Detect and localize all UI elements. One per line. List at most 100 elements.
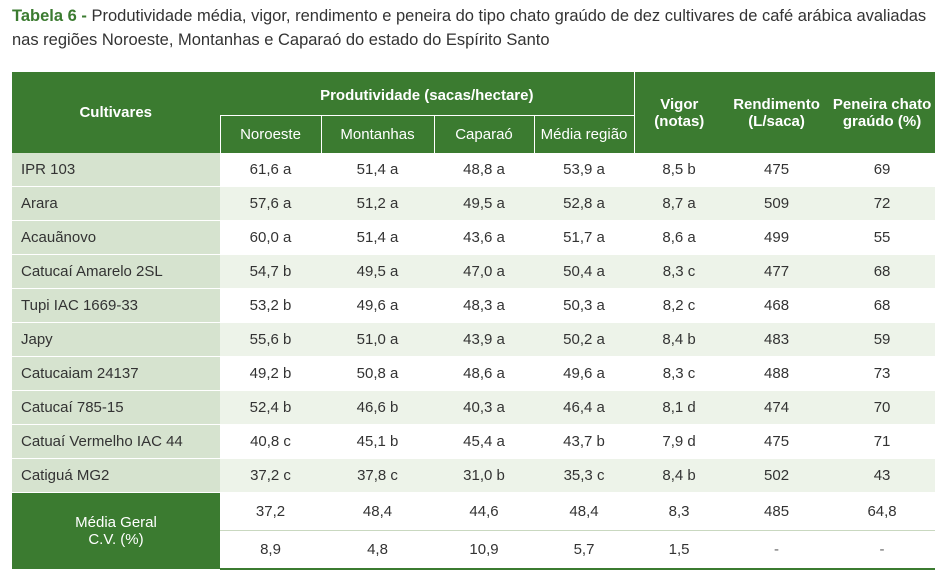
table-cell: 8,4 b — [634, 458, 725, 493]
table-cell: 8,1 d — [634, 390, 725, 425]
table-cell: 8,3 c — [634, 254, 725, 289]
cv-cell: - — [724, 530, 830, 570]
table-row: Catucaí 785-15 52,4 b 46,6 b 40,3 a 46,4 a 8,… — [12, 390, 936, 425]
table-cell: 52,8 a — [534, 186, 635, 221]
table-cell: 51,7 a — [534, 220, 635, 255]
media-cell: 64,8 — [829, 492, 936, 531]
table-caption: Tabela 6 - Produtividade média, vigor, r… — [12, 4, 942, 52]
cultivar-name: Catucaí 785-15 — [12, 390, 220, 425]
table-cell: 51,4 a — [321, 153, 434, 187]
table-cell: 43,9 a — [434, 322, 534, 357]
table-cell: 43 — [829, 458, 936, 493]
header-peneira-line1: Peneira chato — [832, 95, 932, 113]
header-produtividade: Produtividade (sacas/hectare) — [220, 72, 635, 115]
table-cell: 48,3 a — [434, 288, 534, 323]
footer-label: Média Geral C.V. (%) — [12, 492, 220, 569]
table-cell: 37,8 c — [321, 458, 434, 493]
table-cell: 70 — [829, 390, 936, 425]
media-cell: 44,6 — [434, 492, 534, 531]
table-cell: 73 — [829, 356, 936, 391]
table-cell: 52,4 b — [220, 390, 321, 425]
table-row: Japy 55,6 b 51,0 a 43,9 a 50,2 a 8,4 b 483 59 — [12, 322, 936, 357]
header-vigor: Vigor (notas) — [633, 72, 725, 153]
table-row: Catucaí Amarelo 2SL 54,7 b 49,5 a 47,0 a 50,… — [12, 254, 936, 289]
table-cell: 50,3 a — [534, 288, 635, 323]
data-table: Cultivares Produtividade (sacas/hectare)… — [12, 72, 936, 570]
table-cell: 57,6 a — [220, 186, 321, 221]
header-peneira: Peneira chato graúdo (%) — [829, 72, 936, 153]
table-cell: 54,7 b — [220, 254, 321, 289]
table-cell: 40,8 c — [220, 424, 321, 459]
table-cell: 59 — [829, 322, 936, 357]
caption-text: Produtividade média, vigor, rendimento e… — [12, 7, 927, 49]
cultivar-name: IPR 103 — [12, 153, 220, 187]
table-cell: 8,6 a — [634, 220, 725, 255]
table-cell: 7,9 d — [634, 424, 725, 459]
table-cell: 55,6 b — [220, 322, 321, 357]
table-cell: 72 — [829, 186, 936, 221]
header-vigor-line2: (notas) — [654, 112, 705, 130]
table-cell: 49,2 b — [220, 356, 321, 391]
table-cell: 502 — [724, 458, 830, 493]
table-cell: 35,3 c — [534, 458, 635, 493]
table-cell: 499 — [724, 220, 830, 255]
header-rendimento-line2: (L/saca) — [748, 112, 805, 130]
table-cell: 8,7 a — [634, 186, 725, 221]
table-cell: 49,5 a — [321, 254, 434, 289]
table-cell: 31,0 b — [434, 458, 534, 493]
table-cell: 509 — [724, 186, 830, 221]
table-cell: 50,2 a — [534, 322, 635, 357]
table-cell: 69 — [829, 153, 936, 187]
media-cell: 485 — [724, 492, 830, 531]
table-row: Arara 57,6 a 51,2 a 49,5 a 52,8 a 8,7 a 509 72 — [12, 186, 936, 221]
caption-label: Tabela 6 - — [12, 7, 87, 25]
cultivar-name: Arara — [12, 186, 220, 221]
cv-cell: 4,8 — [321, 530, 434, 570]
cultivar-name: Catucaiam 24137 — [12, 356, 220, 391]
table-cell: 49,6 a — [534, 356, 635, 391]
subheader-noroeste: Noroeste — [219, 114, 321, 153]
cultivar-name: Catiguá MG2 — [12, 458, 220, 493]
table-cell: 474 — [724, 390, 830, 425]
cv-cell: 8,9 — [220, 530, 321, 570]
table-cell: 48,8 a — [434, 153, 534, 187]
cv-cell: 5,7 — [534, 530, 635, 570]
table-cell: 483 — [724, 322, 830, 357]
cv-cell: 10,9 — [434, 530, 534, 570]
table-cell: 49,5 a — [434, 186, 534, 221]
media-cell: 37,2 — [220, 492, 321, 531]
table-cell: 43,6 a — [434, 220, 534, 255]
subheader-montanhas: Montanhas — [320, 114, 434, 153]
table-cell: 8,4 b — [634, 322, 725, 357]
cv-cell: 1,5 — [634, 530, 725, 570]
table-cell: 475 — [724, 153, 830, 187]
table-cell: 8,2 c — [634, 288, 725, 323]
table-cell: 61,6 a — [220, 153, 321, 187]
table-row: Catuaí Vermelho IAC 44 40,8 c 45,1 b 45,4 a… — [12, 424, 936, 459]
table-cell: 53,9 a — [534, 153, 635, 187]
table-cell: 71 — [829, 424, 936, 459]
table-cell: 50,8 a — [321, 356, 434, 391]
table-cell: 68 — [829, 288, 936, 323]
table-row: Catiguá MG2 37,2 c 37,8 c 31,0 b 35,3 c 8,4 b… — [12, 458, 936, 493]
cv-cell: - — [829, 530, 936, 570]
media-cell: 48,4 — [534, 492, 635, 531]
table-cell: 37,2 c — [220, 458, 321, 493]
table-row: IPR 103 61,6 a 51,4 a 48,8 a 53,9 a 8,5 b 475 6… — [12, 153, 936, 187]
footer-label-media: Média Geral — [75, 514, 157, 531]
table-row: Tupi IAC 1669-33 53,2 b 49,6 a 48,3 a 50,3 a… — [12, 288, 936, 323]
table-cell: 46,4 a — [534, 390, 635, 425]
table-cell: 55 — [829, 220, 936, 255]
table-cell: 45,4 a — [434, 424, 534, 459]
table-cell: 51,2 a — [321, 186, 434, 221]
table-cell: 475 — [724, 424, 830, 459]
media-cell: 8,3 — [634, 492, 725, 531]
header-rendimento-line1: Rendimento — [733, 95, 820, 113]
table-cell: 49,6 a — [321, 288, 434, 323]
header-rendimento: Rendimento (L/saca) — [724, 72, 830, 153]
header-peneira-line2: graúdo (%) — [842, 112, 922, 130]
header-vigor-line1: Vigor — [660, 95, 699, 113]
media-cell: 48,4 — [321, 492, 434, 531]
subheader-caparao: Caparaó — [433, 114, 534, 153]
